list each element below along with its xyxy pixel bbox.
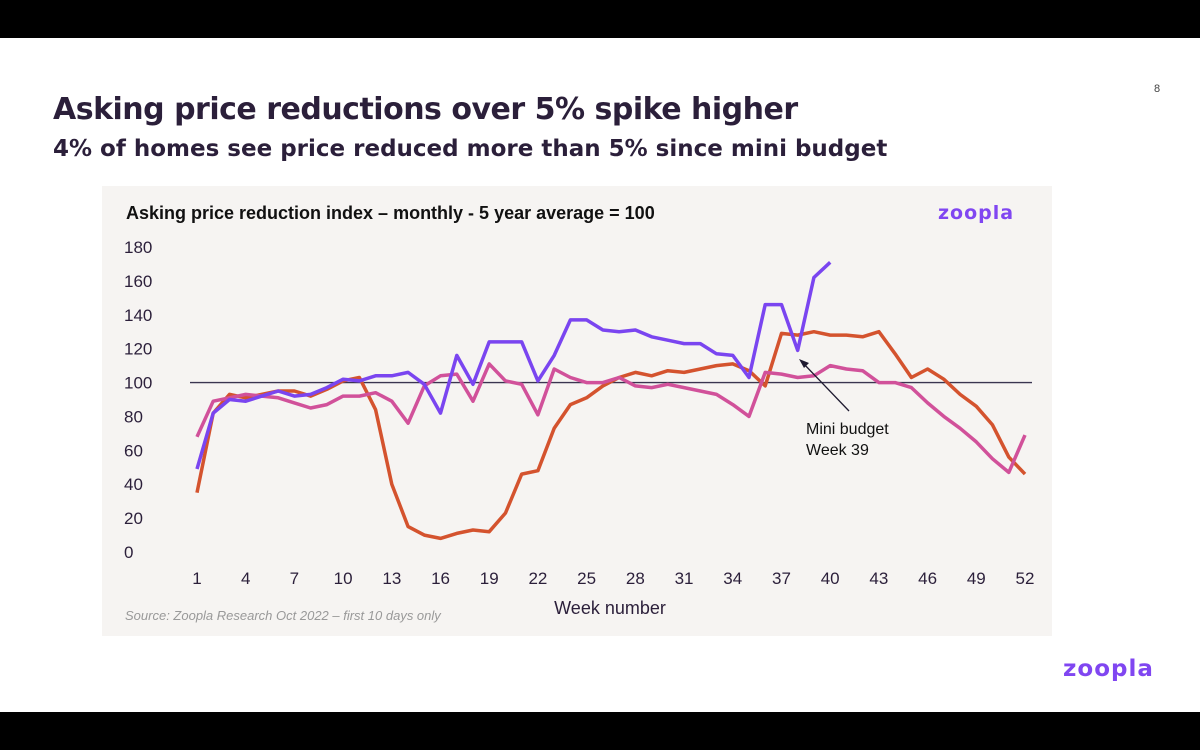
annotation-arrowhead-icon bbox=[799, 359, 809, 368]
y-tick-label: 0 bbox=[124, 543, 133, 562]
annotation-line-1: Mini budget bbox=[806, 421, 889, 438]
top-letterbox bbox=[0, 0, 1200, 38]
series-line-3 bbox=[195, 261, 832, 470]
y-tick-label: 160 bbox=[124, 272, 152, 291]
x-tick-label: 52 bbox=[1016, 569, 1035, 588]
bottom-letterbox bbox=[0, 712, 1200, 750]
y-axis-ticks: 0 20 40 60 80 100 120 140 160 180 bbox=[124, 238, 152, 562]
slide-title: Asking price reductions over 5% spike hi… bbox=[53, 92, 798, 127]
x-tick-label: 34 bbox=[723, 569, 742, 588]
series-lines bbox=[195, 261, 1027, 541]
x-tick-label: 10 bbox=[334, 569, 353, 588]
y-tick-label: 120 bbox=[124, 340, 152, 359]
zoopla-logo-chart: zoopla bbox=[938, 202, 1015, 224]
x-tick-label: 46 bbox=[918, 569, 937, 588]
x-tick-label: 19 bbox=[480, 569, 499, 588]
zoopla-logo-footer: zoopla bbox=[1063, 656, 1154, 682]
x-tick-label: 7 bbox=[290, 569, 299, 588]
y-tick-label: 100 bbox=[124, 374, 152, 393]
x-axis-label: Week number bbox=[554, 598, 666, 618]
x-tick-label: 13 bbox=[382, 569, 401, 588]
chart-source: Source: Zoopla Research Oct 2022 – first… bbox=[125, 608, 441, 623]
x-tick-label: 16 bbox=[431, 569, 450, 588]
x-tick-label: 4 bbox=[241, 569, 250, 588]
annotation-arrow-line bbox=[801, 361, 850, 412]
x-tick-label: 22 bbox=[528, 569, 547, 588]
y-tick-label: 20 bbox=[124, 509, 143, 528]
y-tick-label: 140 bbox=[124, 306, 152, 325]
x-tick-label: 37 bbox=[772, 569, 791, 588]
series-line-2 bbox=[195, 362, 1027, 475]
slide-subtitle: 4% of homes see price reduced more than … bbox=[53, 136, 888, 162]
x-tick-label: 49 bbox=[967, 569, 986, 588]
y-tick-label: 40 bbox=[124, 475, 143, 494]
mini-budget-annotation: Mini budget Week 39 bbox=[799, 359, 889, 459]
x-tick-label: 25 bbox=[577, 569, 596, 588]
y-tick-label: 60 bbox=[124, 441, 143, 460]
x-tick-label: 40 bbox=[821, 569, 840, 588]
chart-title: Asking price reduction index – monthly -… bbox=[126, 203, 655, 223]
chart-panel bbox=[102, 186, 1052, 636]
y-tick-label: 180 bbox=[124, 238, 152, 257]
x-axis-ticks: 1 4 7 10 13 16 19 22 25 28 31 34 37 40 43 46 49 52 bbox=[192, 569, 1034, 588]
x-tick-label: 1 bbox=[192, 569, 201, 588]
x-tick-label: 31 bbox=[675, 569, 694, 588]
annotation-line-2: Week 39 bbox=[806, 442, 869, 459]
series-line-1 bbox=[195, 329, 1027, 541]
x-tick-label: 28 bbox=[626, 569, 645, 588]
x-tick-label: 43 bbox=[869, 569, 888, 588]
y-tick-label: 80 bbox=[124, 407, 143, 426]
page-number: 8 bbox=[1154, 83, 1161, 95]
